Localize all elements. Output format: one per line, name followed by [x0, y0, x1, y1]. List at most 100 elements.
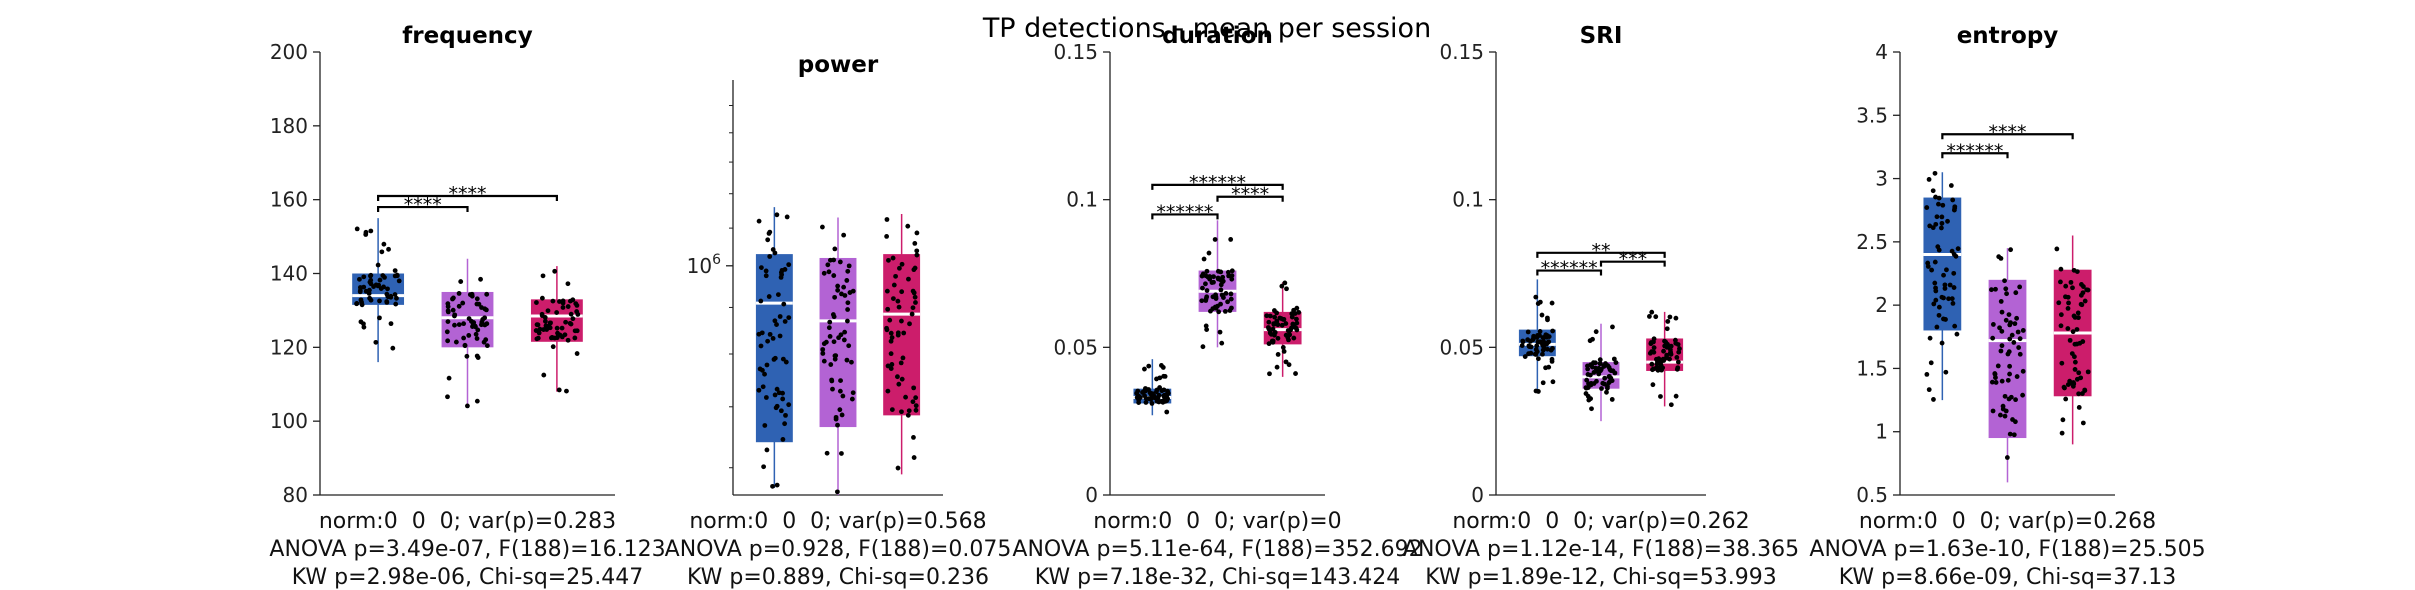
- data-point: [829, 377, 835, 383]
- data-point: [780, 437, 786, 442]
- data-point: [564, 388, 569, 394]
- data-point: [770, 247, 776, 252]
- data-point: [784, 214, 790, 220]
- data-point: [906, 408, 912, 414]
- data-point: [1675, 359, 1681, 365]
- data-point: [766, 294, 772, 299]
- stats-line: norm:0 0 0; var(p)=0.283: [319, 509, 616, 534]
- data-point: [2063, 283, 2069, 289]
- data-point: [539, 295, 545, 301]
- data-point: [1993, 286, 1998, 292]
- data-point: [1667, 314, 1673, 320]
- data-point: [1294, 316, 1299, 322]
- data-point: [1998, 299, 2004, 304]
- data-point: [782, 319, 788, 324]
- data-point: [1142, 366, 1147, 372]
- data-point: [1206, 250, 1212, 256]
- data-point: [896, 304, 902, 310]
- data-point: [775, 292, 781, 297]
- data-point: [845, 307, 851, 312]
- data-point: [1665, 319, 1671, 324]
- data-point: [1927, 335, 1933, 341]
- data-point: [1998, 348, 2004, 354]
- data-point: [778, 274, 784, 280]
- data-point: [2017, 336, 2023, 342]
- data-point: [483, 307, 489, 313]
- data-point: [385, 286, 390, 292]
- stats-line: ANOVA p=1.63e-10, F(188)=25.505: [1809, 537, 2205, 562]
- data-point: [893, 273, 898, 279]
- data-point: [1673, 315, 1679, 321]
- data-point: [1610, 324, 1615, 330]
- data-point: [1993, 380, 1999, 385]
- data-point: [1203, 323, 1209, 329]
- data-point: [777, 333, 783, 339]
- y-tick-label: 180: [270, 114, 308, 138]
- data-point: [1279, 322, 1285, 328]
- data-point: [1135, 388, 1141, 394]
- data-point: [456, 291, 462, 296]
- data-point: [2007, 322, 2013, 328]
- data-point: [1989, 379, 1995, 385]
- data-point: [767, 254, 773, 259]
- data-point: [461, 335, 467, 341]
- data-point: [358, 319, 364, 325]
- data-point: [835, 422, 840, 428]
- data-point: [1519, 343, 1525, 348]
- data-point: [2010, 417, 2015, 422]
- data-point: [845, 318, 850, 324]
- data-point: [2072, 341, 2078, 347]
- data-point: [2007, 431, 2013, 437]
- data-point: [2002, 278, 2007, 284]
- data-point: [844, 357, 850, 363]
- data-point: [572, 335, 578, 341]
- data-point: [835, 283, 841, 289]
- data-point: [2072, 367, 2078, 372]
- data-point: [1200, 344, 1206, 350]
- data-point: [839, 412, 845, 418]
- data-point: [462, 342, 468, 348]
- data-point: [1154, 389, 1159, 395]
- data-point: [1935, 244, 1941, 250]
- data-point: [2011, 340, 2017, 345]
- data-point: [2082, 387, 2088, 393]
- data-point: [1585, 372, 1591, 377]
- data-point: [837, 407, 843, 413]
- data-point: [1932, 170, 1938, 176]
- data-point: [839, 291, 844, 297]
- data-point: [758, 298, 764, 304]
- data-point: [1294, 320, 1300, 326]
- data-point: [560, 305, 566, 310]
- y-tick-label: 160: [270, 188, 308, 212]
- data-point: [2009, 332, 2015, 338]
- data-point: [911, 455, 917, 460]
- data-point: [1540, 380, 1546, 386]
- data-point: [831, 314, 837, 320]
- data-point: [541, 372, 547, 378]
- data-point: [897, 265, 902, 271]
- data-point: [367, 287, 372, 293]
- data-point: [1294, 327, 1300, 333]
- y-tick-label: 80: [283, 483, 308, 507]
- data-point: [1264, 313, 1270, 319]
- data-point: [354, 301, 360, 306]
- data-point: [534, 300, 539, 305]
- data-point: [453, 339, 459, 345]
- data-point: [910, 399, 916, 405]
- significance-label: ****: [1989, 121, 2027, 143]
- data-point: [1275, 352, 1281, 357]
- data-point: [891, 282, 897, 288]
- stats-line: ANOVA p=3.49e-07, F(188)=16.123: [269, 537, 665, 562]
- data-point: [1546, 364, 1552, 370]
- data-point: [458, 279, 464, 284]
- data-point: [1609, 378, 1615, 384]
- data-point: [2015, 329, 2021, 335]
- data-point: [1953, 253, 1959, 259]
- data-point: [1545, 346, 1550, 352]
- data-point: [846, 343, 852, 349]
- stats-line: ANOVA p=0.928, F(188)=0.075: [665, 537, 1012, 562]
- data-point: [1533, 294, 1539, 300]
- data-point: [465, 403, 470, 409]
- data-point: [560, 300, 566, 306]
